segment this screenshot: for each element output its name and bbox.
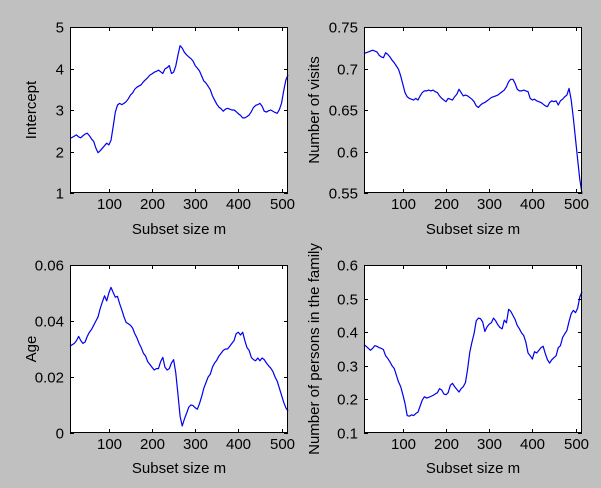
- axes-frame-age: [70, 265, 288, 433]
- y-tick-label: 0.02: [35, 370, 64, 387]
- y-tick-label: 0.3: [337, 359, 358, 376]
- y-tick-label: 0: [56, 426, 64, 443]
- subplot-number-of-visits: 100 200 300 400 500 0.55 0.6 0.65 0.7 0.75: [329, 20, 589, 214]
- y-tick-label: 5: [56, 20, 64, 37]
- x-tick-label: 500: [564, 196, 589, 213]
- x-tick-label: 200: [140, 196, 165, 213]
- subplot-number-of-persons-in-the-family: 100 200 300 400 500 0.1 0.2 0.3 0.4 0.5 0.6: [337, 258, 589, 454]
- y-tick-label: 0.06: [35, 258, 64, 275]
- y-tick-label: 0.4: [337, 325, 358, 342]
- x-tick-label: 500: [270, 436, 295, 453]
- x-tick-label: 300: [183, 196, 208, 213]
- x-tick-label: 500: [564, 436, 589, 453]
- x-tick-label: 400: [520, 196, 545, 213]
- plot-area-number-of-persons-in-the-family: [364, 265, 582, 433]
- y-tick-label: 3: [56, 103, 64, 120]
- x-tick-label: 100: [97, 436, 122, 453]
- x-tick-label: 100: [391, 196, 416, 213]
- x-tick-label: 300: [477, 196, 502, 213]
- x-tick-label: 200: [434, 196, 459, 213]
- subplot-age: 100 200 300 400 500 0 0.02 0.04 0.06: [35, 258, 295, 454]
- y-tick-label: 0.2: [337, 392, 358, 409]
- y-tick-label: 1: [56, 186, 64, 203]
- y-tick-label: 0.1: [337, 426, 358, 443]
- x-tick-label: 100: [391, 436, 416, 453]
- x-tick-label: 300: [183, 436, 208, 453]
- y-tick-label: 0.04: [35, 314, 64, 331]
- subplot-intercept: 100 200 300 400 500 1 2 3 4 5: [56, 20, 295, 214]
- y-tick-label: 4: [56, 62, 64, 79]
- x-tick-label: 400: [226, 196, 251, 213]
- axes-frame-number-of-persons-in-the-family: [364, 265, 582, 433]
- y-tick-label: 0.55: [329, 186, 358, 203]
- x-tick-label: 500: [270, 196, 295, 213]
- x-tick-label: 100: [97, 196, 122, 213]
- x-tick-label: 200: [434, 436, 459, 453]
- y-tick-label: 0.6: [337, 258, 358, 275]
- y-tick-label: 2: [56, 145, 64, 162]
- plot-area-number-of-visits: [364, 27, 582, 193]
- y-tick-label: 0.65: [329, 103, 358, 120]
- data-line-number-of-persons-in-the-family: [363, 291, 583, 417]
- data-line-age: [69, 286, 289, 427]
- y-tick-label: 0.75: [329, 20, 358, 37]
- x-tick-label: 400: [226, 436, 251, 453]
- y-tick-label: 0.7: [337, 62, 358, 79]
- y-tick-label: 0.6: [337, 145, 358, 162]
- data-line-intercept: [69, 45, 289, 154]
- x-tick-label: 300: [477, 436, 502, 453]
- data-line-number-of-visits: [363, 49, 583, 194]
- x-tick-label: 200: [140, 436, 165, 453]
- x-tick-label: 400: [520, 436, 545, 453]
- y-tick-label: 0.5: [337, 292, 358, 309]
